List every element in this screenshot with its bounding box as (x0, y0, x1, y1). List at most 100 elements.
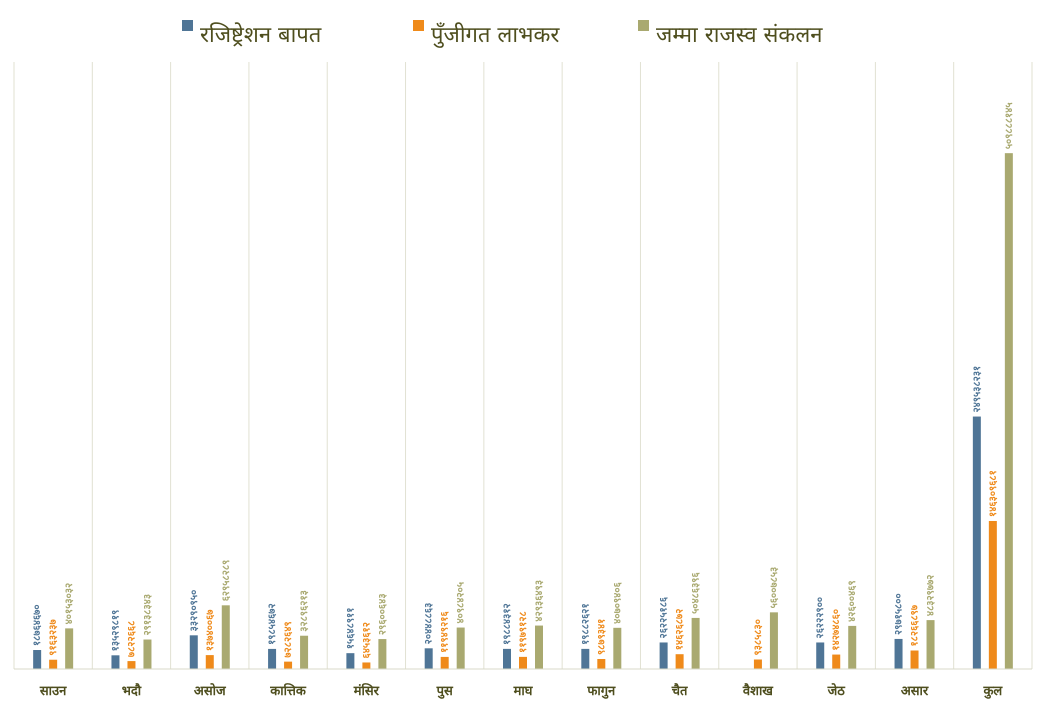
bar-s2-c6 (535, 625, 543, 669)
data-label-s2-c0: ४०१५३०३२ (64, 583, 75, 625)
data-label-s1-c10: १४२७४८६० (831, 609, 842, 651)
category-label: असोज (194, 683, 227, 699)
bar-s2-c0 (65, 628, 74, 669)
bar-s0-c4 (346, 653, 355, 669)
data-label-s0-c11: २९७१५८०० (894, 593, 905, 635)
data-label-s2-c11: ४८३२९७७२ (926, 574, 937, 616)
data-label-s0-c1: १३५२९८१९ (110, 610, 121, 652)
data-label-s0-c10: २६२२२९०० (815, 597, 826, 639)
data-label-s2-c3: ३२८९६२१३ (299, 590, 310, 632)
bar-s2-c9 (769, 612, 778, 669)
data-label-s1-c12: १४६३०९६८१ (988, 470, 999, 517)
category-label: कुल (982, 684, 1003, 699)
category-label: माघ (513, 684, 534, 699)
bar-s0-c3 (268, 648, 277, 669)
category-labels: साउन भदौ असोज कात्तिक मंसिर पुस माघ फागुन चैत वैश… (39, 683, 1004, 699)
data-label-s2-c4: २९६००६४३ (377, 593, 388, 635)
category-label: चैत (671, 683, 688, 699)
data-label-s2-c1: २९१३८३४३ (142, 594, 153, 636)
bar-s0-c12 (972, 416, 981, 669)
bar-s2-c11 (926, 620, 935, 669)
data-label-s1-c7: ९८७९३४१ (596, 619, 607, 655)
data-label-s1-c0: ९१६३२३७ (48, 619, 59, 656)
category-label: पुस (436, 684, 454, 699)
data-label-s0-c12: २४९५३८२३१ (972, 366, 983, 413)
category-label: जेठ (827, 683, 847, 699)
legend-label-0: रजिष्ट्रेशन बापत (200, 22, 322, 48)
category-label: भदौ (122, 683, 142, 699)
data-labels: १८७६४६७० ९१६३२३७ ४०१५३०३२ १३५२९८१९ ७८२२६६८ २९… (32, 102, 1015, 658)
bar-s1-c7 (597, 659, 606, 669)
data-label-s2-c7: ४०७०९४०६ (612, 581, 623, 623)
category-label: मंसिर (353, 683, 380, 699)
bar-s1-c0 (49, 659, 58, 669)
bar-s1-c10 (832, 654, 841, 669)
data-label-s2-c9: ५६००७८५३ (769, 567, 780, 609)
bar-s0-c5 (424, 648, 433, 669)
legend-swatch-1 (413, 20, 424, 31)
data-label-s1-c11: १८२६६८९७ (910, 604, 921, 646)
legend: रजिष्ट्रेशन बापत पुँजीगत लाभकर जम्मा राजस्… (182, 20, 823, 48)
bar-s2-c1 (143, 639, 152, 669)
bar-s1-c1 (127, 661, 136, 669)
data-label-s0-c7: १९८८२६२१ (580, 603, 591, 645)
bar-s0-c2 (189, 635, 198, 669)
data-label-s0-c0: १८७६४६७० (32, 604, 43, 646)
data-label-s1-c4: ६४५३६१२ (361, 622, 372, 658)
data-label-s1-c2: १३७४००६७ (205, 609, 216, 651)
bar-s1-c3 (284, 661, 293, 669)
bar-s1-c5 (440, 656, 449, 669)
category-label: वैशाख (742, 683, 774, 699)
bar-s2-c12 (1004, 153, 1013, 670)
category-label: फागुन (586, 684, 616, 699)
bar-s0-c10 (816, 642, 825, 669)
bars (33, 153, 1013, 670)
category-gridlines (13, 62, 1033, 669)
data-label-s0-c4: १५६४८९११ (345, 608, 356, 650)
bar-s2-c5 (456, 627, 465, 669)
bar-s2-c3 (300, 635, 309, 669)
category-label: कात्तिक (269, 683, 307, 699)
bar-s2-c7 (613, 627, 622, 669)
category-label: साउन (39, 684, 67, 699)
data-label-s2-c6: ४२९३६४९३ (534, 580, 545, 622)
bar-s2-c10 (848, 625, 857, 669)
bar-s1-c4 (362, 662, 371, 669)
data-label-s1-c6: ११९७९१२८ (518, 611, 529, 653)
data-label-s0-c8: २६२२५१८६ (659, 596, 670, 638)
bar-s1-c8 (675, 654, 684, 669)
bar-s1-c11 (910, 650, 919, 669)
data-label-s0-c5: २०४४८८६३ (424, 603, 435, 645)
data-label-s2-c8: ५०४८६३९६ (691, 572, 702, 614)
bar-s0-c0 (33, 650, 42, 669)
bar-s0-c7 (581, 648, 590, 669)
data-label-s0-c6: १९८८४३१२ (502, 603, 513, 645)
data-label-s1-c1: ७८२२६६८ (126, 621, 137, 657)
bar-s0-c6 (503, 648, 511, 669)
data-label-s1-c8: १४६२६८७२ (675, 609, 686, 651)
data-label-s2-c10: ४२६००४६९ (847, 580, 858, 622)
data-label-s2-c5: ४०९८४२०५ (456, 582, 467, 624)
legend-swatch-2 (638, 20, 649, 31)
data-label-s1-c9: ९३८५८३० (753, 619, 764, 655)
data-label-s2-c12: ५०९८८८१४५ (1004, 102, 1015, 149)
category-label: असार (901, 684, 929, 699)
bar-s1-c12 (988, 520, 997, 669)
bar-s2-c4 (378, 639, 387, 669)
legend-label-1: पुँजीगत लाभकर (431, 22, 560, 48)
bar-s0-c8 (659, 642, 668, 669)
bar-s1-c9 (753, 659, 762, 669)
bar-s0-c11 (894, 638, 903, 669)
data-label-s1-c5: ११९४९२१६ (440, 611, 451, 653)
bar-s1-c6 (519, 656, 527, 669)
legend-swatch-0 (182, 20, 193, 31)
bar-s0-c1 (111, 655, 120, 669)
bar-s2-c2 (221, 605, 230, 669)
data-label-s2-c2: ६२९५८२८९ (221, 560, 232, 602)
bar-s2-c8 (691, 617, 700, 669)
bar-s1-c2 (205, 655, 214, 669)
data-label-s0-c3: १९८५४६७२ (267, 603, 278, 645)
data-label-s0-c2: ३३२९०९५० (189, 590, 200, 632)
data-label-s1-c3: ७२८२६४९ (283, 621, 294, 657)
